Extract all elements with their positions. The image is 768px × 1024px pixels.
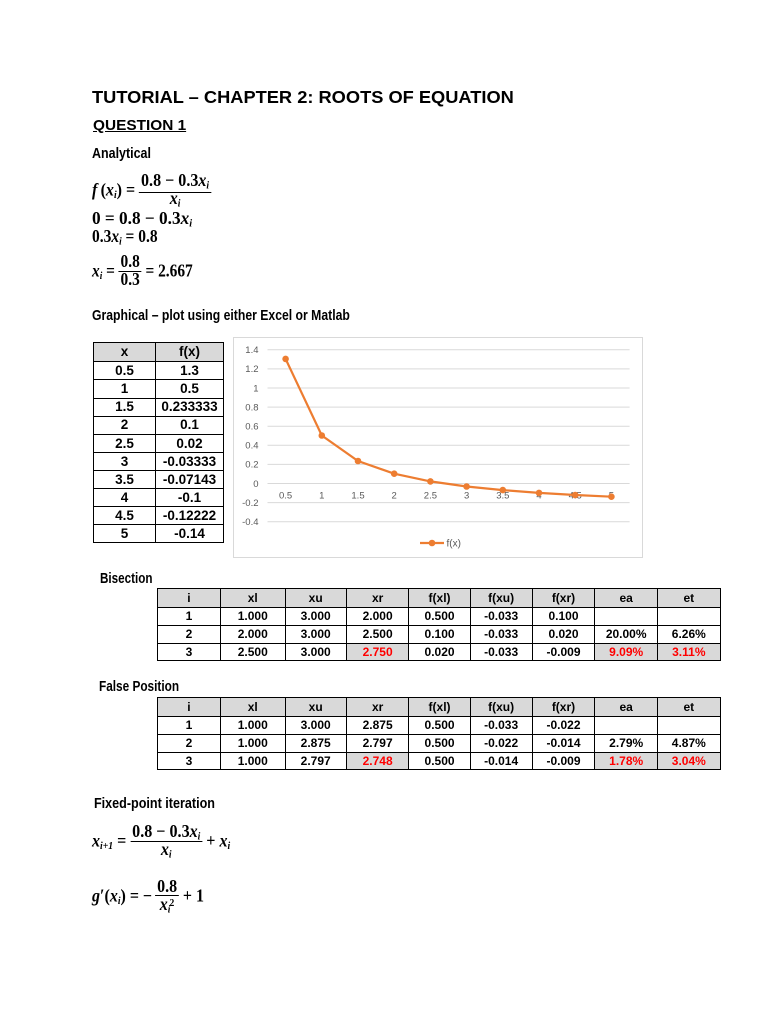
- svg-text:2: 2: [392, 491, 397, 502]
- svg-text:0.8: 0.8: [245, 402, 258, 413]
- svg-text:0: 0: [253, 479, 258, 490]
- svg-text:-0.4: -0.4: [242, 517, 258, 528]
- svg-text:f(x): f(x): [447, 539, 461, 550]
- svg-text:3.5: 3.5: [496, 491, 509, 502]
- svg-text:0.4: 0.4: [245, 441, 258, 452]
- svg-text:1.4: 1.4: [245, 345, 258, 356]
- svg-text:2.5: 2.5: [424, 491, 437, 502]
- svg-text:0.2: 0.2: [245, 460, 258, 471]
- svg-text:0.5: 0.5: [279, 491, 292, 502]
- svg-text:1.2: 1.2: [245, 364, 258, 375]
- svg-text:0.6: 0.6: [245, 422, 258, 433]
- svg-text:4: 4: [536, 491, 541, 502]
- svg-text:3: 3: [464, 491, 469, 502]
- svg-text:1: 1: [253, 383, 258, 394]
- svg-text:1: 1: [319, 491, 324, 502]
- svg-text:1.5: 1.5: [351, 491, 364, 502]
- svg-text:-0.2: -0.2: [242, 498, 258, 509]
